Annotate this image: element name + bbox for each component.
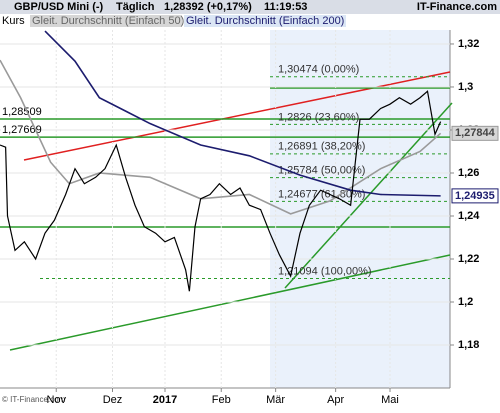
legend-box <box>30 15 182 27</box>
series-line <box>0 90 442 292</box>
fib-label: 1,2826 (23,60%) <box>278 111 359 123</box>
trend-line <box>284 102 453 289</box>
fib-label: 1,21094 (100,00%) <box>278 265 372 277</box>
x-tick-label: 2017 <box>153 394 177 406</box>
highlight-zone <box>270 30 450 388</box>
last-value-label: 1,27844 <box>455 127 496 139</box>
legend-entry: Gleit. Durchschnitt (Einfach 50) <box>32 15 184 27</box>
header-bar <box>0 0 500 14</box>
x-tick-label: Mai <box>381 394 399 406</box>
y-tick-label: 1,24 <box>458 210 480 222</box>
level-label: 1,28509 <box>2 106 42 118</box>
x-tick-label: Mär <box>266 394 285 406</box>
series-line <box>44 30 441 197</box>
y-tick-label: 1,2 <box>458 296 473 308</box>
legend: Kurs Gleit. Durchschnitt (Einfach 50) Gl… <box>2 15 346 27</box>
y-tick-label: 1,22 <box>458 253 479 265</box>
fib-label: 1,25784 (50,00%) <box>278 165 365 177</box>
legend-box <box>184 15 346 27</box>
level-label: 1,27669 <box>2 124 42 136</box>
fib-label: 1,30474 (0,00%) <box>278 64 359 76</box>
time: 11:19:53 <box>264 1 307 13</box>
period: Täglich <box>116 1 155 13</box>
y-tick-label: 1,3 <box>458 81 473 93</box>
level-label-bg <box>1 124 39 136</box>
x-tick-label: Dez <box>103 394 123 406</box>
last-value-box <box>451 188 499 204</box>
price: 1,28392 (+0,17%) <box>164 1 252 13</box>
legend-entry: Kurs <box>2 15 25 27</box>
x-tick-label: Apr <box>327 394 344 406</box>
x-tick-label: Nov <box>46 394 66 406</box>
trend-line <box>9 254 451 351</box>
y-tick-label: 1,18 <box>458 339 479 351</box>
y-tick-label: 1,26 <box>458 167 479 179</box>
level-label-bg <box>1 106 39 118</box>
last-value-label: 1,24935 <box>455 190 495 202</box>
x-tick-label: Feb <box>212 394 231 406</box>
symbol: GBP/USD Mini (-) <box>14 1 104 13</box>
legend-entry: Gleit. Durchschnitt (Einfach 200) <box>186 15 344 27</box>
copyright: © IT-Finance.com <box>2 395 66 404</box>
y-tick-label: 1,32 <box>458 38 479 50</box>
last-value-box <box>451 125 499 141</box>
brand: IT-Finance.com <box>417 1 497 13</box>
fib-label: 1,26891 (38,20%) <box>278 141 365 153</box>
